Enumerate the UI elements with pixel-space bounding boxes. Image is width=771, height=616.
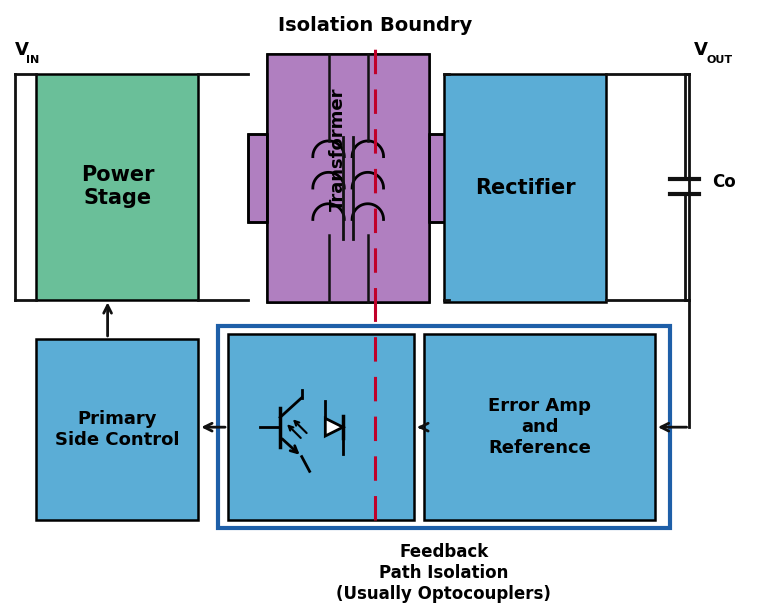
Text: V: V (15, 41, 29, 59)
Bar (268, 54, 429, 302)
Text: Feedback
Path Isolation
(Usually Optocouplers): Feedback Path Isolation (Usually Optocou… (336, 543, 551, 602)
Text: IN: IN (25, 55, 39, 65)
Text: Rectifier: Rectifier (475, 178, 575, 198)
Text: Primary
Side Control: Primary Side Control (56, 410, 180, 449)
Bar (429, 134, 449, 222)
Text: Transformer: Transformer (329, 87, 348, 211)
Text: V: V (695, 41, 709, 59)
Bar (247, 134, 268, 222)
Bar (247, 134, 268, 222)
Bar (36, 339, 198, 521)
Bar (218, 326, 670, 529)
Polygon shape (325, 418, 343, 436)
Bar (424, 334, 655, 521)
Bar (429, 134, 449, 222)
Bar (36, 74, 198, 299)
Text: Error Amp
and
Reference: Error Amp and Reference (488, 397, 591, 457)
Text: OUT: OUT (706, 55, 732, 65)
Text: Isolation Boundry: Isolation Boundry (278, 16, 473, 35)
Bar (444, 74, 606, 302)
Bar (228, 334, 415, 521)
Bar (268, 54, 429, 302)
Text: Power
Stage: Power Stage (81, 165, 154, 208)
Text: Co: Co (712, 172, 736, 191)
